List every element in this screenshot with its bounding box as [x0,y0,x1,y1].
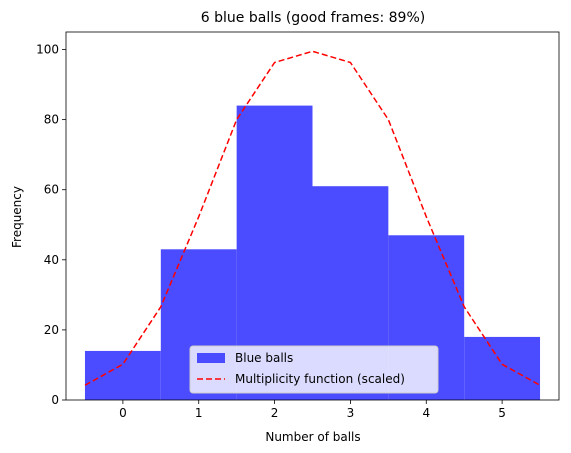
x-tick-label-3: 3 [347,406,355,420]
y-tick-label-60: 60 [44,183,59,197]
x-tick-label-0: 0 [119,406,127,420]
x-tick-label-1: 1 [195,406,203,420]
legend: Blue balls Multiplicity function (scaled) [189,345,439,394]
y-tick-label-0: 0 [51,393,59,407]
x-tick-label-4: 4 [422,406,430,420]
legend-label-multiplicity: Multiplicity function (scaled) [235,372,405,386]
y-tick-label-80: 80 [44,113,59,127]
x-axis-label: Number of balls [265,430,360,444]
histogram-bar-5 [464,336,541,400]
legend-label-blue-balls: Blue balls [235,351,293,365]
chart-title: 6 blue balls (good frames: 89%) [201,10,425,26]
y-tick-label-40: 40 [44,253,59,267]
y-axis-label: Frequency [10,186,24,248]
multiplicity-line [84,50,541,386]
x-tick-label-5: 5 [498,406,506,420]
x-tick-label-2: 2 [271,406,279,420]
plot-frame [65,31,560,401]
y-tick-label-20: 20 [44,323,59,337]
legend-swatch-blue-balls [197,353,225,363]
y-tick-label-100: 100 [36,43,59,57]
histogram-bar-0 [84,350,161,400]
legend-box [189,345,439,394]
